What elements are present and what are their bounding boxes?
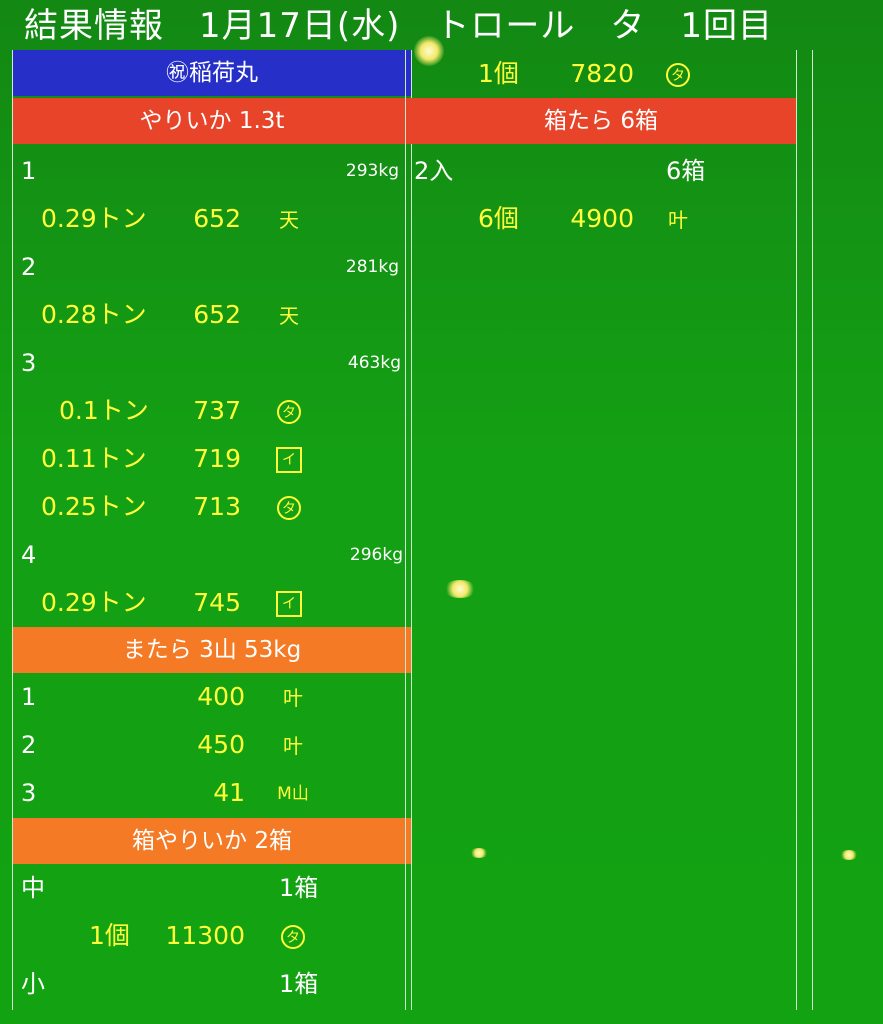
lot-weight: 293kg: [345, 161, 399, 181]
entry-quantity: 6個: [478, 204, 519, 233]
lot-number: 2: [21, 253, 37, 281]
lot-row: 3 41 M山: [13, 769, 411, 817]
right-panel: [812, 50, 883, 1010]
entry-price: 745: [193, 588, 241, 617]
lot-number: 2: [21, 731, 37, 759]
lot-entry-row: 6個 4900 叶: [406, 195, 796, 243]
lot-row: 1 400 叶: [13, 673, 411, 721]
screen-glare: [840, 850, 858, 860]
lot-number: 3: [21, 779, 37, 807]
lot-entry-row: 0.11トン 719 イ: [13, 435, 411, 483]
page-title: 結果情報 1月17日(水) トロール タ 1回目: [24, 6, 774, 46]
lot-row: 2 450 叶: [13, 721, 411, 769]
size-label: 小: [21, 970, 45, 998]
lot-entry-row: 1個 7820 タ: [406, 50, 796, 98]
buyer-mark: 天: [279, 207, 299, 232]
buyer-mark: イ: [271, 579, 307, 627]
screen-glare: [444, 580, 476, 598]
entry-price: 400: [197, 682, 245, 711]
entry-price: 652: [193, 204, 241, 233]
left-panel: ㊗稲荷丸 やりいか 1.3t 1 293kg 0.29トン 652 天 2 28…: [12, 50, 412, 1010]
buyer-mark: タ: [271, 483, 307, 531]
entry-quantity: 1個: [478, 59, 519, 88]
entry-price: 7820: [570, 59, 634, 88]
entry-price: 4900: [570, 204, 634, 233]
lot-number: 1: [21, 683, 37, 711]
buyer-mark: 叶: [283, 733, 303, 758]
lot-row: 4 296kg: [13, 531, 411, 579]
lot-number: 4: [21, 541, 37, 569]
screen-glare: [470, 848, 488, 858]
lot-number: 1: [21, 157, 37, 185]
lot-weight: 296kg: [349, 545, 403, 565]
lot-row: 2 281kg: [13, 243, 411, 291]
entry-price: 41: [213, 778, 245, 807]
lot-entry-row: 0.25トン 713 タ: [13, 483, 411, 531]
entry-quantity: 0.25トン: [41, 492, 147, 521]
buyer-mark: M山: [277, 783, 309, 804]
buyer-mark: イ: [271, 435, 307, 483]
lot-row: 3 463kg: [13, 339, 411, 387]
buyer-mark: タ: [660, 50, 696, 98]
box-count: 1箱: [279, 970, 319, 998]
entry-price: 652: [193, 300, 241, 329]
box-count: 6箱: [666, 157, 706, 185]
entry-quantity: 0.11トン: [41, 444, 147, 473]
lot-entry-row: 0.29トン 745 イ: [13, 579, 411, 627]
entry-price: 11300: [165, 921, 245, 950]
lot-row: 1 293kg: [13, 147, 411, 195]
boat-name-header: ㊗稲荷丸: [13, 50, 411, 96]
section-header-box-yariika: 箱やりいか 2箱: [13, 818, 411, 864]
lot-entry-row: 0.1トン 737 タ: [13, 387, 411, 435]
middle-panel: 1個 7820 タ 箱たら 6箱 2入 6箱 6個 4900 叶: [405, 50, 797, 1010]
buyer-mark: タ: [271, 387, 307, 435]
entry-price: 450: [197, 730, 245, 759]
section-header-yariika: やりいか 1.3t: [13, 98, 411, 144]
lot-entry-row: 0.29トン 652 天: [13, 195, 411, 243]
size-label: 中: [21, 874, 45, 902]
screen-glare: [414, 36, 444, 66]
entry-quantity: 0.29トン: [41, 588, 147, 617]
size-row: 2入 6箱: [406, 147, 796, 195]
entry-quantity: 0.29トン: [41, 204, 147, 233]
section-header-matara: またら 3山 53kg: [13, 627, 411, 673]
lot-entry-row: 1個 11300 タ: [13, 912, 411, 960]
buyer-mark: 天: [279, 303, 299, 328]
lot-number: 3: [21, 349, 37, 377]
entry-price: 737: [193, 396, 241, 425]
entry-price: 719: [193, 444, 241, 473]
lot-entry-row: 0.28トン 652 天: [13, 291, 411, 339]
entry-quantity: 0.28トン: [41, 300, 147, 329]
entry-price: 713: [193, 492, 241, 521]
entry-quantity: 1個: [89, 921, 130, 950]
buyer-mark: 叶: [283, 685, 303, 710]
size-row: 小 1箱: [13, 960, 411, 1008]
buyer-mark: タ: [275, 912, 311, 960]
section-header-box-tara: 箱たら 6箱: [406, 98, 796, 144]
size-label: 2入: [414, 157, 454, 185]
buyer-mark: 叶: [668, 207, 688, 232]
lot-weight: 463kg: [347, 353, 401, 373]
box-count: 1箱: [279, 874, 319, 902]
lot-weight: 281kg: [345, 257, 399, 277]
size-row: 中 1箱: [13, 864, 411, 912]
entry-quantity: 0.1トン: [59, 396, 149, 425]
